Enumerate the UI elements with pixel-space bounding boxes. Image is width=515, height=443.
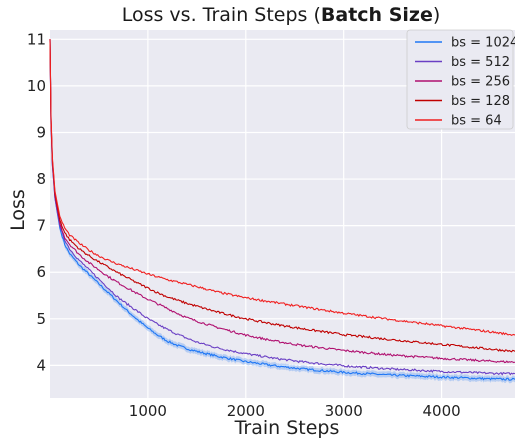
x-tick-label: 2000 [227,402,265,420]
y-tick-label: 10 [27,77,46,95]
x-tick-label: 4000 [422,402,460,420]
y-tick-label: 5 [36,310,46,328]
chart-title: Loss vs. Train Steps (Batch Size) [122,4,441,26]
y-tick-label: 8 [36,170,46,188]
y-tick-labels: 4 5 6 7 8 9 10 11 [27,30,46,374]
legend-label-bs-512: bs = 512 [451,55,510,70]
y-tick-label: 4 [36,356,46,374]
x-tick-label: 3000 [325,402,363,420]
legend: bs = 1024 bs = 512 bs = 256 bs = 128 bs = 64 [406,29,515,130]
legend-label-bs-1024: bs = 1024 [451,36,515,51]
series-group [49,36,515,384]
y-tick-label: 11 [27,30,46,48]
series-line-bs-512 [49,39,515,376]
chart-title-prefix: Loss vs. Train Steps ( [122,4,321,26]
x-axis-label: Train Steps [234,417,340,439]
y-tick-label: 6 [36,263,46,281]
y-axis-label: Loss [7,189,29,231]
y-tick-label: 7 [36,217,46,235]
series-line-bs-256 [49,39,515,364]
legend-label-bs-128: bs = 128 [451,94,510,109]
series-line-bs-128 [49,39,515,353]
legend-label-bs-64: bs = 64 [451,114,502,129]
chart-title-bold: Batch Size [321,4,433,26]
x-tick-label: 1000 [129,402,167,420]
y-tick-label: 9 [36,123,46,141]
x-tick-labels: 1000 2000 3000 4000 [129,402,461,420]
series-line-bs-64 [49,39,515,337]
chart-title-suffix: ) [433,4,440,26]
legend-label-bs-256: bs = 256 [451,75,510,90]
legend-box [406,29,514,130]
series-line-bs-1024 [49,39,515,381]
